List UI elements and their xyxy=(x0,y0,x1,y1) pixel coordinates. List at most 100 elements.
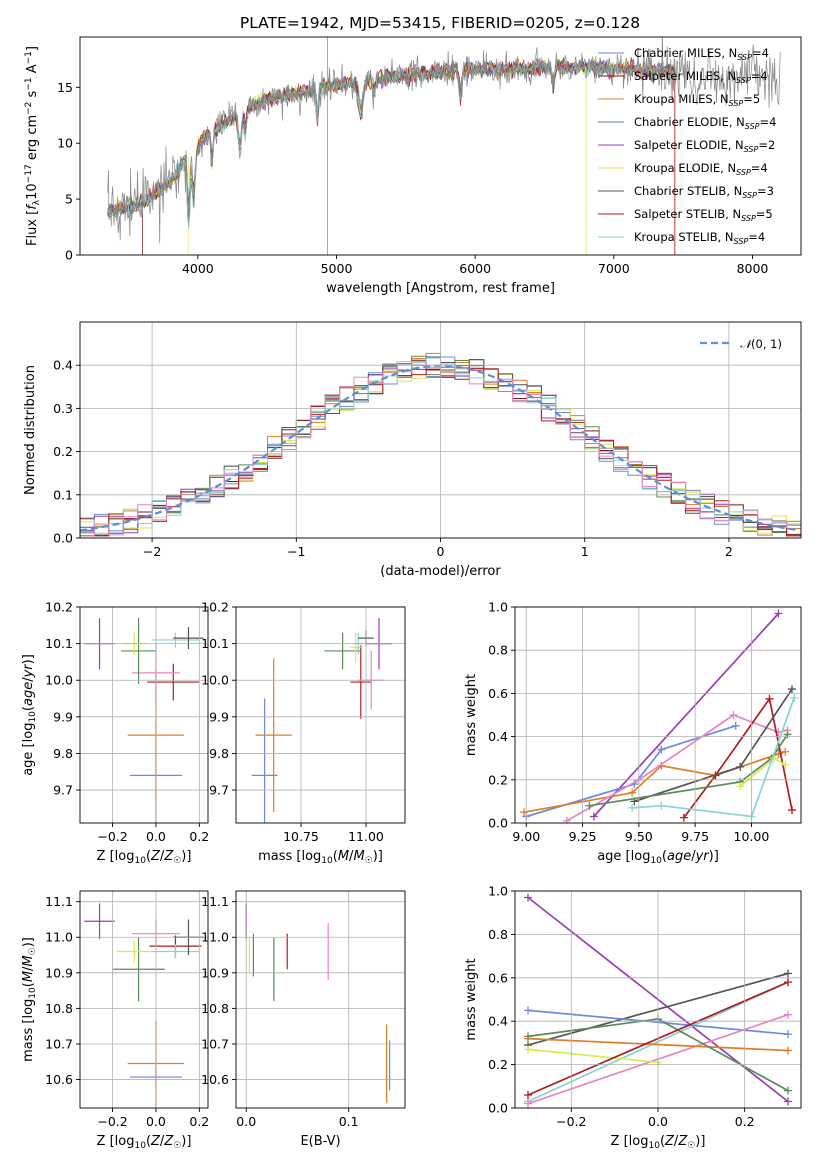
mass_vs_Z-ytick-label: 10.9 xyxy=(45,965,73,980)
spectrum-axes-frame xyxy=(79,36,802,256)
weight_vs_age-series-kroupa_elodie xyxy=(739,757,786,787)
weight_vs_Z-marker-chabrier_elodie-2 xyxy=(784,1086,792,1095)
weight_vs_age-series-salpeter_elodie xyxy=(593,612,780,818)
weight_vs_Z-marker-chabrier_miles-0 xyxy=(524,1006,532,1015)
mass_vs_Z-xtick-label: 0.2 xyxy=(189,1114,209,1129)
mass_vs_ebv-ytick-label: 11.1 xyxy=(201,894,229,909)
weight_vs_age-marker-salpeter_elodie-1 xyxy=(774,609,783,618)
spectrum-xtick-label: 6000 xyxy=(459,261,491,276)
weight_vs_age-marker-kroupa_miles-0 xyxy=(520,808,529,817)
mass_vs_Z-xtick-label: −0.2 xyxy=(97,1114,127,1129)
weight_vs_age-marker-kroupa_elodie-0 xyxy=(736,782,745,791)
spectrum-model-salpeter_miles xyxy=(107,57,677,255)
age_vs_mass-point-1 xyxy=(255,658,292,813)
weight_vs_Z-ytick-label: 0.0 xyxy=(488,1101,508,1116)
residuals-xtick-label: −2 xyxy=(143,544,161,559)
age_vs_mass-axes-frame xyxy=(235,606,406,824)
spectrum-ytick-label: 15 xyxy=(57,80,73,95)
weight_vs_Z-ytick-label: 0.8 xyxy=(488,927,508,942)
legend-label-kroupa_miles: Kroupa MILES, NSSP=5 xyxy=(634,92,760,108)
spectrum-xtick-label: 5000 xyxy=(321,261,353,276)
weight_vs_age-ytick-label: 0.2 xyxy=(488,772,508,787)
age_vs_mass-ytick-label: 10.0 xyxy=(201,673,229,688)
gaussian-reference-curve xyxy=(80,364,799,532)
weight_vs_age-xtick-label: 9.25 xyxy=(569,829,597,844)
age_vs_mass-point-2 xyxy=(350,645,372,719)
weight_vs_age-marker-kroupa_elodie-2 xyxy=(781,760,790,769)
weight_vs_age-xtick-label: 9.75 xyxy=(681,829,709,844)
weight_vs_Z-ytick-label: 1.0 xyxy=(488,884,508,899)
age_vs_Z-point-7 xyxy=(151,632,200,648)
panel-age_vs_mass: 10.75 11.00 9.7 9.8 9.9 10.0 10.1 10.2 mass [log… xyxy=(201,600,406,866)
panel-weight_vs_Z: −0.2 0.0 0.2 0.0 0.2 0.4 0.6 0.8 1.0 Z [log10(Z/Z… xyxy=(464,884,802,1151)
weight_vs_age-marker-kroupa_stelib-3 xyxy=(790,693,799,702)
spectrum-ytick-label: 0 xyxy=(65,248,73,263)
mass_vs_Z-plot-area xyxy=(84,903,204,1107)
weight_vs_age-marker-salpeter_stelib-0 xyxy=(679,813,688,822)
age_vs_mass-ytick-label: 9.8 xyxy=(209,746,229,761)
weight_vs_Z-marker-kroupa_miles-1 xyxy=(784,1046,792,1055)
spectrum-xlabel: wavelength [Angstrom, rest frame] xyxy=(326,281,555,296)
age_vs_Z-ytick-label: 10.1 xyxy=(45,636,73,651)
weight_vs_Z-xtick-label: 0.2 xyxy=(735,1114,755,1129)
residuals-xtick-label: 1 xyxy=(581,544,589,559)
weight_vs_Z-marker-salpeter_elodie-1 xyxy=(784,1097,792,1106)
age_vs_Z-ytick-label: 9.9 xyxy=(53,709,73,724)
weight_vs_age-xtick-label: 9.50 xyxy=(625,829,653,844)
weight_vs_Z-xlabel: Z [log10(Z/Z☉)] xyxy=(611,1134,706,1151)
panel-mass_vs_ebv: 0.0 0.1 10.6 10.7 10.8 10.9 11.0 11.1 E(B-V) xyxy=(201,890,406,1149)
weight_vs_age-marker-chabrier_elodie-3 xyxy=(783,730,792,739)
legend-label-salpeter_elodie: Salpeter ELODIE, NSSP=2 xyxy=(634,138,775,154)
mass_vs_Z-ylabel: mass [log10(M/M☉)] xyxy=(21,937,38,1062)
mass_vs_Z-point-8 xyxy=(84,903,115,940)
weight_vs_Z-marker-salpeter_stelib-1 xyxy=(784,978,792,987)
weight_vs_age-xtick-label: 10.00 xyxy=(734,829,770,844)
weight_vs_age-marker-salpeter_elodie-0 xyxy=(589,812,598,821)
mass_vs_Z-ytick-label: 10.6 xyxy=(45,1072,73,1087)
mass_vs_Z-point-3 xyxy=(116,940,152,963)
mass_vs_Z-point-2 xyxy=(112,937,165,1002)
mass_vs_ebv-ytick-label: 10.6 xyxy=(201,1072,229,1087)
age_vs_Z-plot-area xyxy=(84,617,204,823)
weight_vs_age-ytick-label: 1.0 xyxy=(488,600,508,615)
age_vs_mass-xtick-label: 10.75 xyxy=(283,829,319,844)
legend-label-salpeter_miles: Salpeter MILES, NSSP=4 xyxy=(634,69,768,85)
legend-label-salpeter_stelib: Salpeter STELIB, NSSP=5 xyxy=(634,207,773,223)
age_vs_Z-ylabel: age [log10(age/yr)] xyxy=(21,654,38,776)
weight_vs_Z-xtick-label: −0.2 xyxy=(556,1114,586,1129)
spectrum-model-salpeter_stelib xyxy=(107,56,676,255)
mass_vs_ebv-xlabel: E(B-V) xyxy=(300,1134,340,1149)
mass_vs_ebv-ytick-label: 11.0 xyxy=(201,930,229,945)
weight_vs_age-marker-chabrier_stelib-1 xyxy=(736,762,745,771)
spectrum-xtick-label: 8000 xyxy=(737,261,769,276)
weight_vs_age-series-salpeter_stelib xyxy=(683,696,793,819)
weight_vs_age-marker-pink-0 xyxy=(562,816,571,823)
age_vs_mass-ytick-label: 10.2 xyxy=(201,600,229,615)
weight_vs_Z-ytick-label: 0.4 xyxy=(488,1014,508,1029)
age_vs_Z-xtick-label: −0.2 xyxy=(97,829,127,844)
weight_vs_age-marker-kroupa_miles-5 xyxy=(781,747,790,756)
spectrum-observed-data xyxy=(107,37,781,255)
age_vs_mass-point-4 xyxy=(324,632,361,670)
panel-residuals: −2 −1 0 1 2 0.0 0.1 0.2 0.3 0.4 (data-model)/error… xyxy=(23,321,802,579)
age_vs_Z-xtick-label: 0.2 xyxy=(189,829,209,844)
weight_vs_Z-series-kroupa_elodie xyxy=(527,1048,659,1064)
age_vs_Z-ytick-label: 10.2 xyxy=(45,600,73,615)
residuals-ylabel: Normed distribution xyxy=(23,365,38,495)
panel-age_vs_Z: −0.2 0.0 0.2 9.7 9.8 9.9 10.0 10.1 10.2 Z [log10(… xyxy=(21,600,209,867)
mass_vs_ebv-ytick-label: 10.9 xyxy=(201,965,229,980)
mass_vs_Z-ytick-label: 11.1 xyxy=(45,894,73,909)
age_vs_Z-axes-frame xyxy=(79,606,209,824)
residuals-xtick-label: 0 xyxy=(437,544,445,559)
age_vs_Z-xtick-label: 0.0 xyxy=(146,829,166,844)
age_vs_mass-xtick-label: 11.00 xyxy=(348,829,384,844)
weight_vs_age-ytick-label: 0.4 xyxy=(488,729,508,744)
weight_vs_age-marker-chabrier_miles-2 xyxy=(657,745,666,754)
residuals-ytick-label: 0.0 xyxy=(53,531,73,546)
weight_vs_age-axes-frame xyxy=(514,606,802,824)
weight_vs_age-marker-salpeter_stelib-2 xyxy=(765,694,774,703)
weight_vs_age-xtick-label: 9.00 xyxy=(512,829,540,844)
mass_vs_Z-xlabel: Z [log10(Z/Z☉)] xyxy=(97,1134,192,1151)
legend-label-kroupa_stelib: Kroupa STELIB, NSSP=4 xyxy=(634,230,765,246)
